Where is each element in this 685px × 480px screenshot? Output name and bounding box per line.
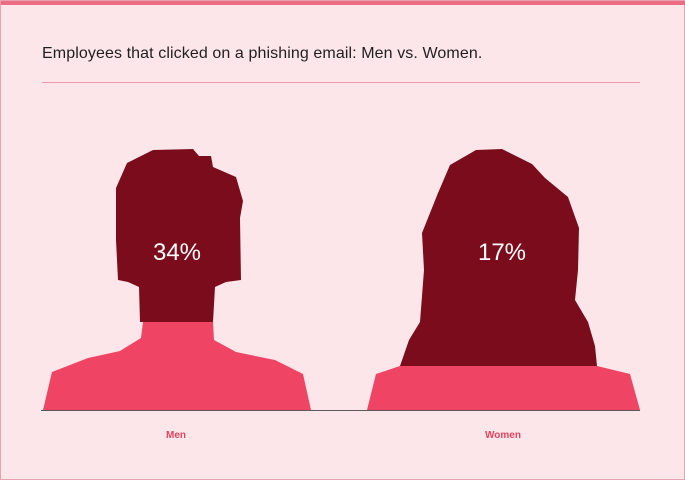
title-divider [42, 82, 640, 83]
men-figure [43, 149, 311, 410]
men-body-shape [43, 322, 311, 410]
women-body-shape [367, 366, 640, 410]
chart-title: Employees that clicked on a phishing ema… [42, 45, 483, 62]
women-figure [367, 149, 640, 410]
category-label-women: Women [485, 430, 521, 441]
top-accent-rule [1, 1, 685, 5]
value-label-women: 17% [478, 239, 526, 266]
women-hair-shape [400, 149, 597, 366]
men-head-shape [116, 149, 243, 322]
value-label-men: 34% [153, 239, 201, 266]
category-label-men: Men [166, 430, 186, 441]
